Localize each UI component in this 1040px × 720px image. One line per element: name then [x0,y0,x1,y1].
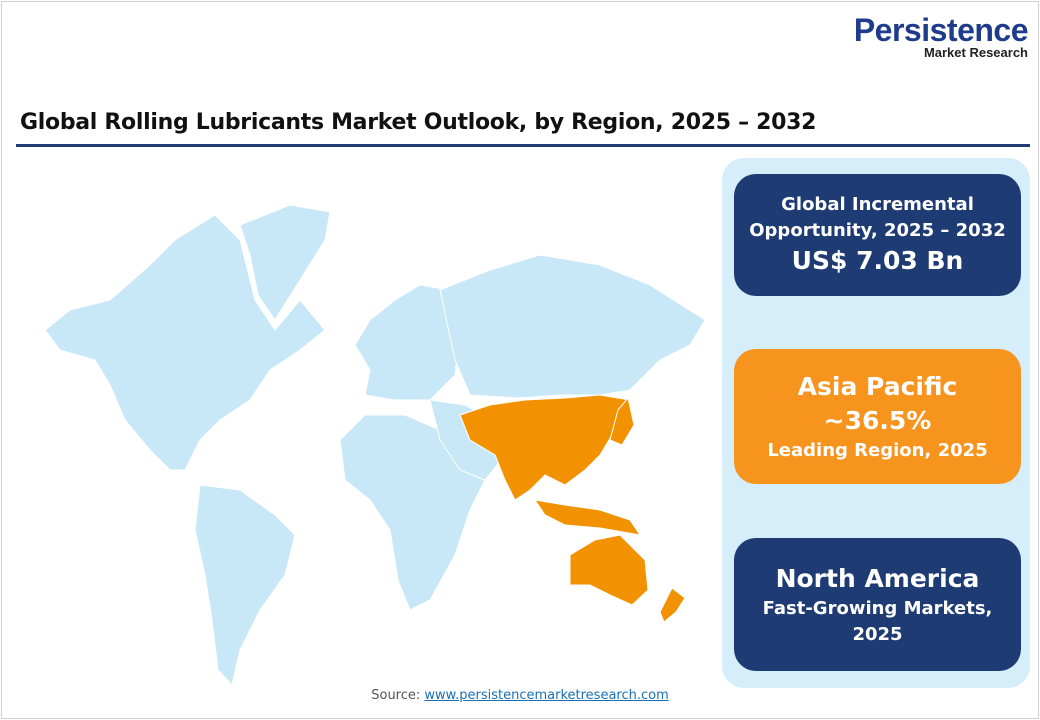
southeast-asia-islands [533,499,642,536]
africa [339,414,491,611]
logo-text: Persistence [853,12,1029,48]
card-value: ~36.5% [823,405,932,435]
card-region: North America [775,563,980,593]
title-divider [16,144,1030,147]
japan [609,396,635,446]
leading-region-card: Asia Pacific ~36.5% Leading Region, 2025 [734,349,1021,484]
source-note: Source: www.persistencemarketresearch.co… [0,688,1040,703]
new-zealand [659,587,686,623]
north-america [44,214,326,471]
card-caption: Fast-Growing Markets, [762,597,993,619]
asia-pacific-mainland [459,394,631,501]
logo-subtext: Market Research [923,45,1028,60]
logo: Persistence Market Research [826,12,1029,60]
fast-growing-region-card: North America Fast-Growing Markets, 2025 [734,538,1021,671]
card-label: Opportunity, 2025 – 2032 [749,220,1006,241]
south-america [194,484,296,687]
card-caption: Leading Region, 2025 [767,439,988,461]
source-link[interactable]: www.persistencemarketresearch.com [424,688,669,703]
australia [569,534,649,606]
card-region: Asia Pacific [797,371,958,401]
russia-north-asia [439,254,706,399]
card-value: US$ 7.03 Bn [791,246,964,275]
incremental-opportunity-card: Global Incremental Opportunity, 2025 – 2… [734,174,1021,296]
card-caption: 2025 [852,623,903,645]
greenland [239,204,331,321]
source-label: Source: [371,688,421,703]
page-title: Global Rolling Lubricants Market Outlook… [20,110,817,135]
card-label: Global Incremental [781,194,974,215]
